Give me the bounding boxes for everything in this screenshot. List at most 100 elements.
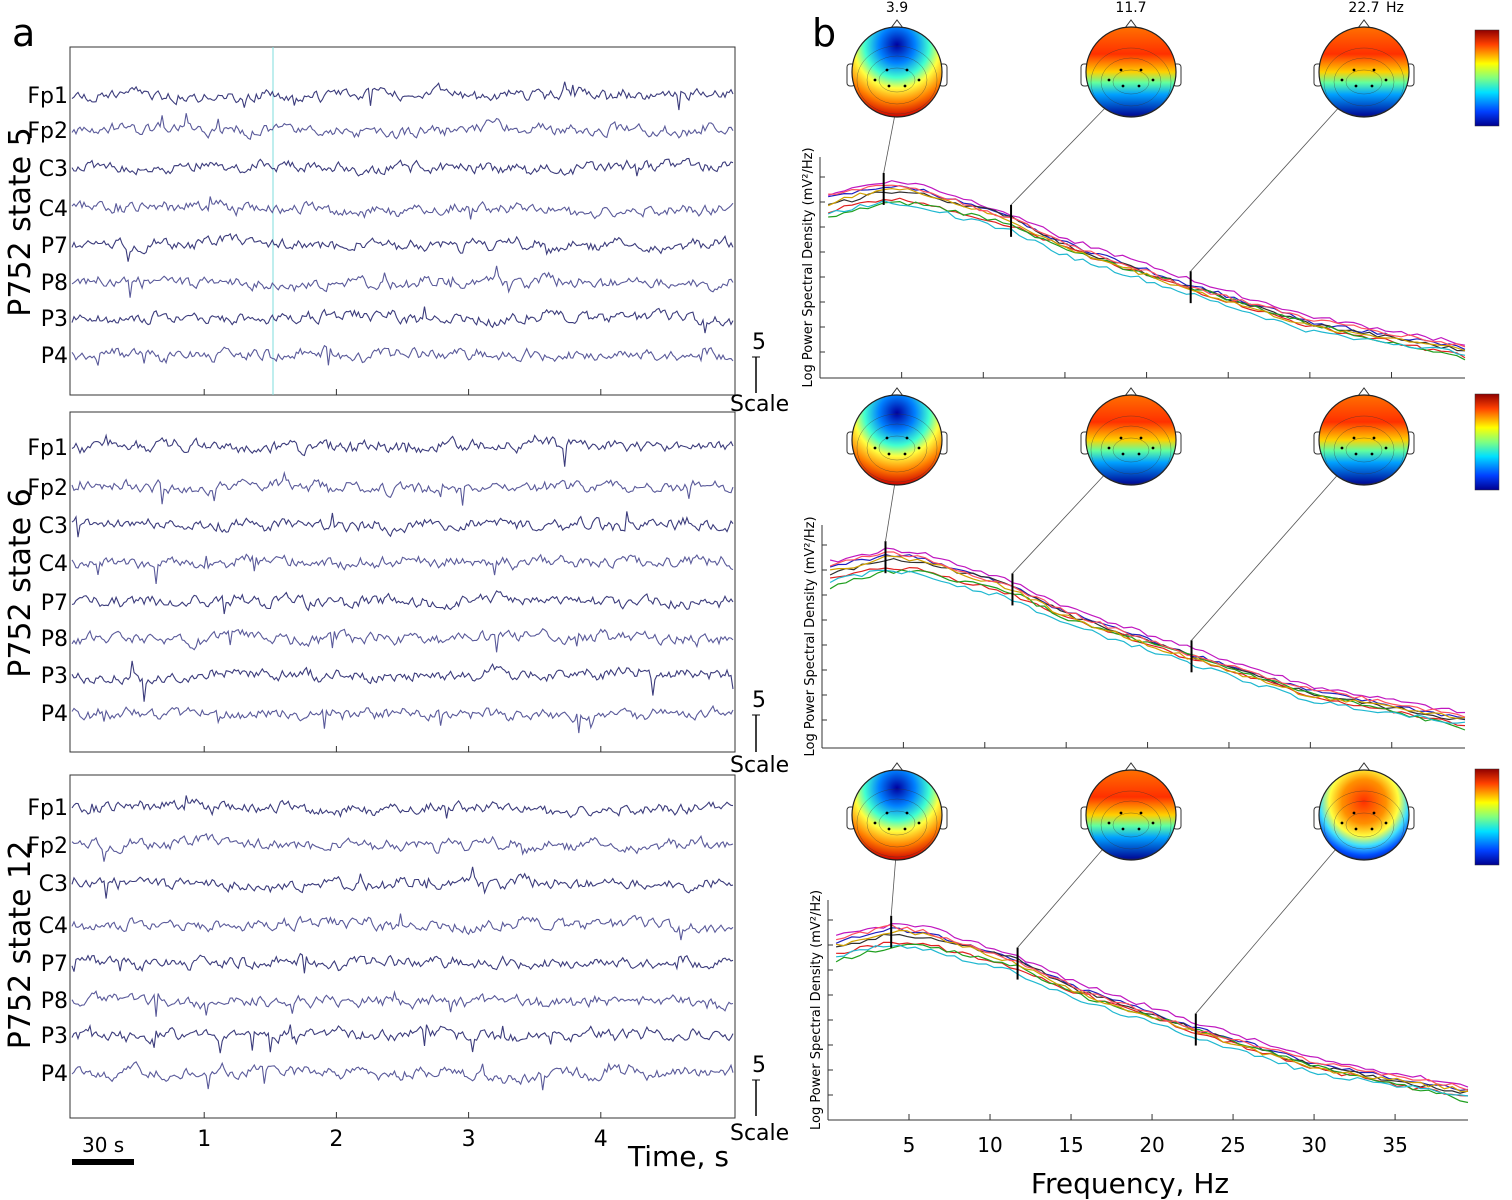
contour <box>1323 47 1405 117</box>
electrode-dot <box>1107 821 1111 825</box>
head-map <box>851 26 943 118</box>
contour <box>1333 425 1395 475</box>
electrode-dot <box>1340 821 1344 825</box>
contour <box>866 423 928 473</box>
head-map <box>1085 394 1177 486</box>
channel-label: P7 <box>41 591 68 616</box>
eeg-trace-fp2 <box>71 113 734 140</box>
freq-tick-label: 25 <box>1220 1133 1245 1157</box>
state-title-5: P752 state 5 <box>3 127 38 317</box>
electrode-dot <box>1384 446 1388 450</box>
electrode-dot <box>1151 821 1155 825</box>
psd-series-p8 <box>827 200 1466 356</box>
freq-tick-label: 20 <box>1139 1133 1164 1157</box>
topo-freq-2: 11.7 <box>1115 0 1146 16</box>
channel-label: Fp2 <box>27 834 68 859</box>
electrode-dot <box>1370 827 1374 831</box>
channel-label: P8 <box>41 627 68 652</box>
psd-series-p4 <box>829 551 1466 718</box>
channel-label: P8 <box>41 271 68 296</box>
electrode-dot <box>1352 811 1356 815</box>
head-map <box>1085 26 1177 118</box>
topomap <box>846 387 948 486</box>
head-map <box>1085 769 1177 861</box>
eeg-trace-p8 <box>71 628 734 653</box>
electrode-dot <box>1137 452 1141 456</box>
scale-label: Scale <box>730 753 789 778</box>
channel-label: Fp1 <box>27 436 68 461</box>
eeg-trace-fp1 <box>71 795 734 819</box>
electrode-dot <box>903 452 907 456</box>
contour <box>866 798 928 848</box>
eeg-trace-fp1 <box>71 81 734 111</box>
contour <box>1323 790 1405 860</box>
psd-series-p3 <box>827 187 1466 352</box>
marker-connector <box>1012 469 1110 574</box>
channel-label: P3 <box>41 664 68 689</box>
topomap <box>1313 387 1415 486</box>
electrode-dot <box>887 452 891 456</box>
psd-series-p8 <box>829 569 1466 724</box>
scale-value: 5 <box>752 330 766 355</box>
colorbar <box>1474 393 1500 491</box>
electrode-dot <box>873 446 877 450</box>
electrode-dot <box>1384 78 1388 82</box>
eeg-frame-state12 <box>69 774 736 1119</box>
contour <box>878 67 916 93</box>
electrode-dot <box>1340 446 1344 450</box>
marker-connector <box>1017 841 1110 948</box>
electrode-dot <box>1370 452 1374 456</box>
psd-series-c3 <box>829 557 1466 721</box>
channel-label: P4 <box>41 702 68 727</box>
nose <box>890 762 904 772</box>
electrode-dot <box>873 821 877 825</box>
electrode-dot <box>903 827 907 831</box>
state-title-12: P752 state 12 <box>3 841 38 1050</box>
scale-value: 5 <box>752 1053 766 1078</box>
nose <box>890 387 904 397</box>
electrode-dot <box>1372 68 1376 72</box>
eeg-frame-state5 <box>69 46 736 396</box>
psd-ylabel: Log Power Spectral Density (mV²/Hz) <box>803 516 818 756</box>
electrode-dot <box>885 68 889 72</box>
psd-ylabel: Log Power Spectral Density (mV²/Hz) <box>801 147 816 387</box>
channel-label: C3 <box>39 514 68 539</box>
contour <box>878 435 916 461</box>
scale-bar-state6: 5 Scale <box>730 688 789 778</box>
electrode-dot <box>1107 446 1111 450</box>
eeg-trace-c4 <box>71 913 734 941</box>
contour <box>1100 800 1162 850</box>
contour <box>1112 812 1150 838</box>
electrode-dot <box>1119 68 1123 72</box>
psd-series-fp1 <box>835 922 1469 1088</box>
electrode-dot <box>1151 78 1155 82</box>
channel-label: P4 <box>41 1062 68 1087</box>
topomap <box>1313 762 1415 861</box>
psd-series-p3 <box>830 555 1466 719</box>
freq-tick-label: 15 <box>1058 1133 1083 1157</box>
electrode-dot <box>1139 436 1143 440</box>
contour <box>1112 437 1150 463</box>
freq-tick-label: 35 <box>1382 1133 1407 1157</box>
eeg-trace-fp2 <box>71 832 734 862</box>
channel-label: C4 <box>39 197 68 222</box>
electrode-dot <box>905 811 909 815</box>
electrode-dot <box>905 68 909 72</box>
electrode-dot <box>887 84 891 88</box>
time-tick-label: 4 <box>594 1127 608 1152</box>
contour <box>878 810 916 836</box>
contour <box>1333 57 1395 107</box>
electrode-dot <box>1372 811 1376 815</box>
time-ticks: 1 2 3 4 <box>197 1127 608 1152</box>
eeg-trace-p4 <box>71 1061 734 1091</box>
eeg-trace-fp1 <box>71 433 734 467</box>
scale-bar-state5: 5 Scale <box>730 330 789 417</box>
psd-series-p4 <box>828 184 1466 348</box>
panel-a-label: a <box>12 11 35 55</box>
electrode-dot <box>1119 436 1123 440</box>
electrode-dot <box>1139 68 1143 72</box>
eeg-trace-p7 <box>71 232 734 262</box>
colorbar <box>1474 29 1500 127</box>
electrode-dot <box>1151 446 1155 450</box>
